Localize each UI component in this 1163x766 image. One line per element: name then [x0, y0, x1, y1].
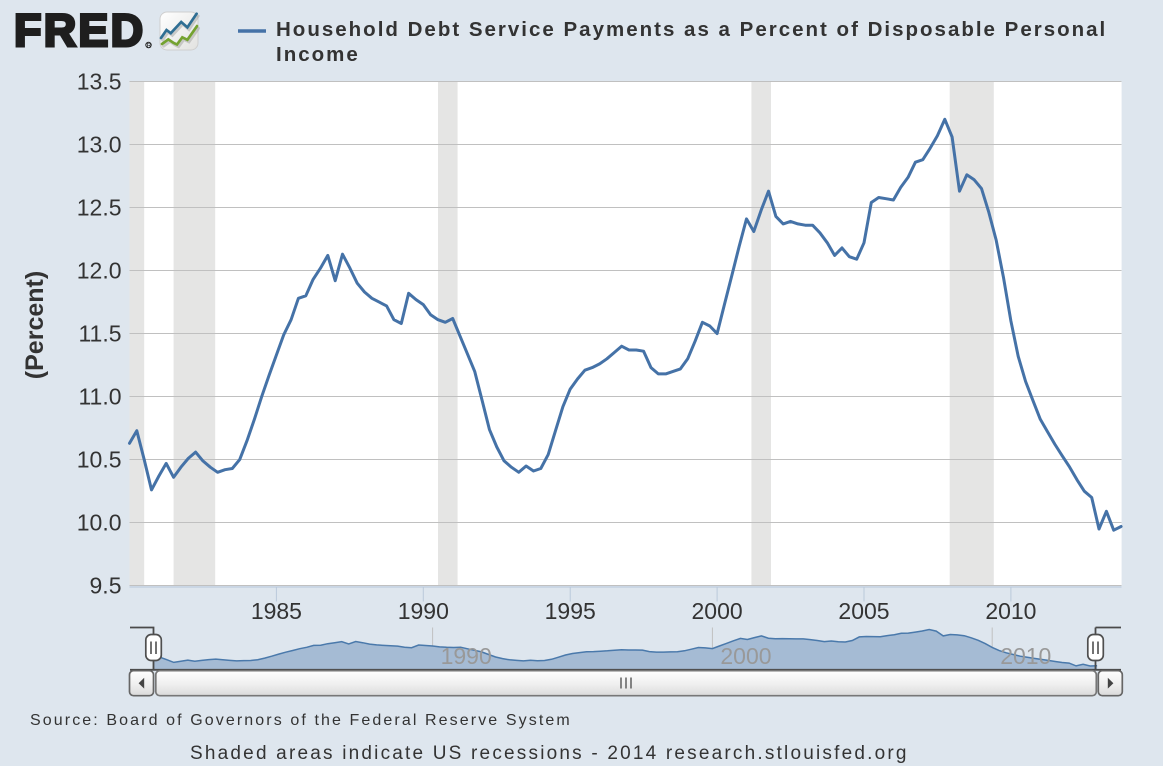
svg-text:1985: 1985: [251, 598, 302, 624]
svg-text:2000: 2000: [720, 643, 771, 669]
svg-text:1990: 1990: [441, 643, 492, 669]
svg-text:Income: Income: [276, 43, 360, 66]
svg-text:9.5: 9.5: [90, 573, 122, 599]
svg-text:12.0: 12.0: [77, 258, 122, 284]
svg-text:R: R: [147, 43, 152, 50]
svg-text:FRED: FRED: [14, 5, 145, 56]
svg-text:2010: 2010: [985, 598, 1036, 624]
svg-text:Shaded areas indicate US reces: Shaded areas indicate US recessions - 20…: [190, 743, 909, 764]
svg-text:1995: 1995: [545, 598, 596, 624]
svg-text:11.5: 11.5: [78, 321, 121, 347]
svg-text:2005: 2005: [838, 598, 889, 624]
svg-text:2010: 2010: [1000, 643, 1051, 669]
svg-text:1990: 1990: [398, 598, 449, 624]
svg-text:(Percent): (Percent): [21, 271, 49, 379]
svg-text:10.5: 10.5: [77, 447, 122, 473]
svg-text:2000: 2000: [692, 598, 743, 624]
svg-text:11.0: 11.0: [78, 384, 121, 410]
svg-text:12.5: 12.5: [77, 195, 122, 221]
svg-text:10.0: 10.0: [77, 510, 122, 536]
svg-text:Source: Board of Governors of: Source: Board of Governors of the Federa…: [30, 712, 572, 729]
svg-text:13.5: 13.5: [77, 69, 122, 95]
svg-text:13.0: 13.0: [77, 132, 122, 158]
svg-text:Household Debt Service Payment: Household Debt Service Payments as a Per…: [276, 18, 1107, 41]
